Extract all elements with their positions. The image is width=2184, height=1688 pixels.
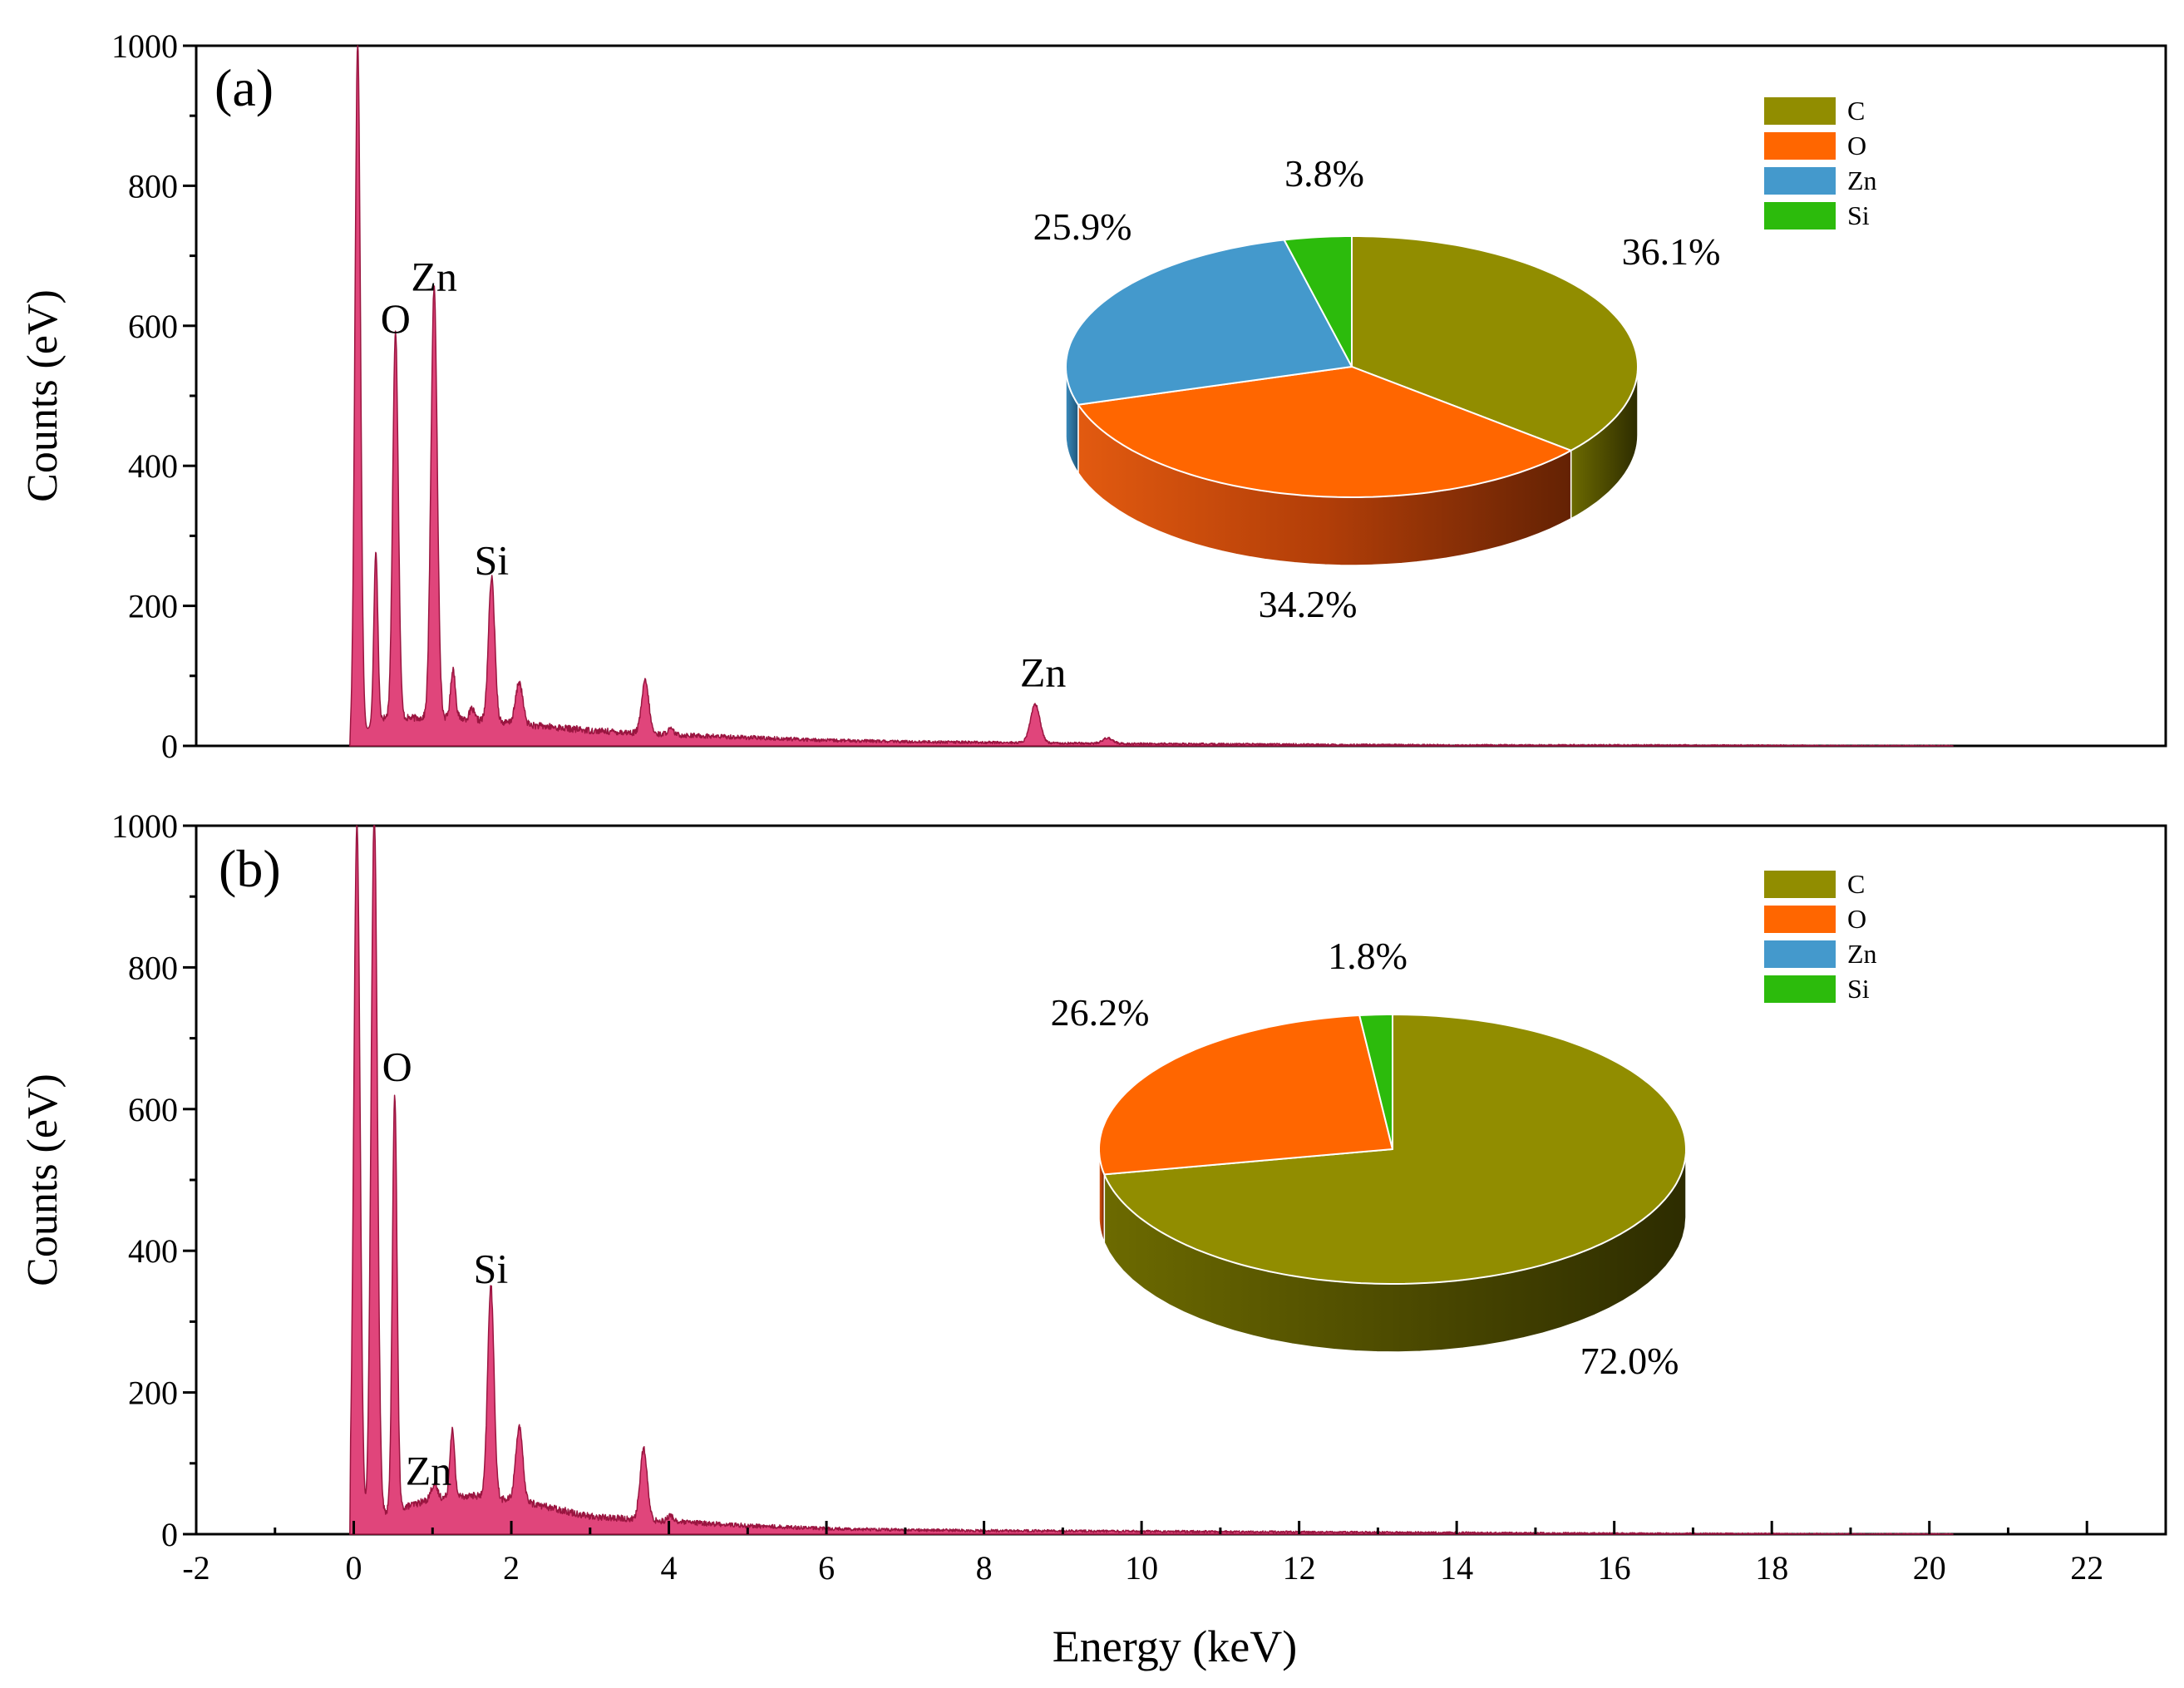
y-tick-label: 800 xyxy=(128,949,178,986)
x-tick-label: 16 xyxy=(1598,1549,1631,1587)
x-tick-label: 18 xyxy=(1755,1549,1788,1587)
legend-swatch-c xyxy=(1764,871,1836,898)
y-tick-label: 0 xyxy=(161,1516,178,1553)
legend-swatch-zn xyxy=(1764,940,1836,968)
x-tick-label: 6 xyxy=(818,1549,835,1587)
spectrum-area-a xyxy=(349,45,1954,747)
legend-label-zn: Zn xyxy=(1847,939,1877,969)
x-tick-label: 20 xyxy=(1913,1549,1946,1587)
panel-label-b: (b) xyxy=(219,839,281,898)
legend-swatch-o xyxy=(1764,906,1836,933)
peak-label: Si xyxy=(474,537,509,584)
peak-label: Zn xyxy=(411,254,457,300)
panel-label-a: (a) xyxy=(214,58,274,117)
peak-label: Zn xyxy=(406,1447,452,1493)
y-tick-label: 1000 xyxy=(111,807,178,845)
pie-label-zn: 25.9% xyxy=(1033,205,1132,248)
y-axis-b: 0 200 400 600 800 1000 xyxy=(111,807,196,1553)
legend-label-o: O xyxy=(1847,904,1866,934)
x-tick-label: 14 xyxy=(1440,1549,1473,1587)
legend-swatch-si xyxy=(1764,975,1836,1003)
pie-label-si: 1.8% xyxy=(1328,935,1408,977)
peak-labels-b: O Zn Si xyxy=(382,1044,509,1494)
legend-swatch-zn xyxy=(1764,167,1836,195)
peak-label: O xyxy=(381,295,411,342)
pie-tops xyxy=(1065,235,1639,498)
peak-label: Zn xyxy=(1020,649,1067,695)
pie-labels: 36.1% 34.2% 25.9% 3.8% xyxy=(1033,152,1721,625)
pie-slice-c xyxy=(1351,235,1639,452)
legend-b: CO Zn Si xyxy=(1764,869,1877,1004)
legend-label-si: Si xyxy=(1847,200,1870,230)
pie-inset-a: 36.1% 34.2% 25.9% 3.8% xyxy=(1033,152,1721,625)
y-axis-a: 0 200 400 600 800 1000 xyxy=(111,27,196,765)
x-tick-label: 0 xyxy=(346,1549,362,1587)
pie-slice-zn xyxy=(1065,239,1353,406)
pie-label-c: 36.1% xyxy=(1622,230,1721,273)
x-tick-label: 22 xyxy=(2070,1549,2103,1587)
x-tick-label: 12 xyxy=(1283,1549,1316,1587)
y-tick-label: 600 xyxy=(128,1091,178,1128)
spectrum-area-b xyxy=(349,825,1954,1535)
pie-slice-o xyxy=(1077,366,1572,498)
peak-label: O xyxy=(382,1044,412,1090)
pie-label-si: 3.8% xyxy=(1284,152,1364,195)
y-tick-label: 800 xyxy=(128,167,178,205)
pie-label-o: 26.2% xyxy=(1051,991,1150,1034)
y-axis-title-a: Counts (eV) xyxy=(19,289,67,502)
peak-label: Si xyxy=(474,1246,509,1292)
y-tick-label: 200 xyxy=(128,588,178,625)
x-tick-label: 10 xyxy=(1125,1549,1158,1587)
legend-swatch-o xyxy=(1764,132,1836,160)
y-axis-title-b: Counts (eV) xyxy=(19,1074,67,1286)
x-tick-label: 2 xyxy=(503,1549,520,1587)
y-tick-label: 1000 xyxy=(111,27,178,65)
y-tick-label: 400 xyxy=(128,447,178,485)
y-tick-label: 400 xyxy=(128,1232,178,1270)
pie-slice-si xyxy=(1283,235,1353,368)
legend-a: CO Zn Si xyxy=(1764,96,1877,230)
x-tick-label: -2 xyxy=(182,1549,210,1587)
pie-label-c: 72.0% xyxy=(1580,1340,1679,1382)
pie-tops xyxy=(1098,1014,1687,1285)
pie-label-o: 34.2% xyxy=(1259,583,1358,625)
legend-label-zn: Zn xyxy=(1847,165,1877,195)
legend-label-c: C xyxy=(1847,869,1865,899)
legend-swatch-c xyxy=(1764,97,1836,125)
legend-label-o: O xyxy=(1847,131,1866,160)
pie-labels: 72.0% 26.2% 1.8% xyxy=(1051,935,1679,1382)
legend-label-si: Si xyxy=(1847,974,1870,1004)
x-tick-label: 4 xyxy=(661,1549,678,1587)
pie-slice-si xyxy=(1358,1014,1393,1150)
pie-slice-o xyxy=(1098,1014,1393,1176)
x-tick-label: 8 xyxy=(976,1549,993,1587)
y-tick-label: 200 xyxy=(128,1375,178,1412)
legend-label-c: C xyxy=(1847,96,1865,126)
x-axis: -2 0 2 4 6 8 10 12 14 16 18 20 22 xyxy=(182,1521,2103,1587)
y-tick-label: 600 xyxy=(128,308,178,345)
pie-slice-c xyxy=(1103,1014,1687,1285)
x-axis-title: Energy (keV) xyxy=(1053,1621,1297,1671)
y-tick-label: 0 xyxy=(161,728,178,765)
legend-swatch-si xyxy=(1764,202,1836,230)
pie-inset-b: 72.0% 26.2% 1.8% xyxy=(1051,935,1687,1382)
